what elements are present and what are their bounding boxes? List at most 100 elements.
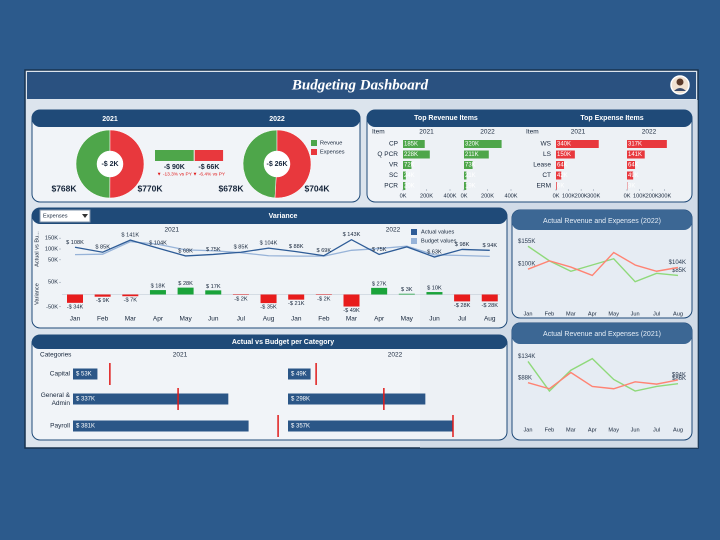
- legend-swatch: [311, 149, 317, 155]
- bar-value-label: 185K: [404, 142, 418, 148]
- variance-bar: [288, 294, 305, 300]
- data-label: -$ 2K: [317, 296, 331, 302]
- category-label: Q PCR: [377, 151, 398, 158]
- title-bar: [27, 72, 696, 99]
- panel-header: [512, 323, 692, 344]
- y-tick-label: 100K: [45, 246, 58, 252]
- bar-value-label: 73K: [465, 163, 476, 169]
- data-label: -$ 49K: [343, 308, 360, 314]
- category-label: CP: [389, 141, 398, 148]
- x-tick-label: Mar: [566, 311, 576, 317]
- bar: [288, 368, 311, 380]
- bar-value-label: 317K: [628, 142, 642, 148]
- x-tick-label: Mar: [566, 427, 576, 433]
- bar: [556, 182, 557, 190]
- category-label: LS: [543, 151, 552, 158]
- data-label: $ 143K: [343, 232, 361, 238]
- variance-bar: [454, 294, 471, 302]
- bar-value-label: $ 337K: [76, 397, 95, 403]
- x-tick-label: 300K: [587, 193, 600, 199]
- variance-bar: [343, 294, 360, 307]
- variance-bar: [481, 294, 498, 302]
- x-tick-label: May: [608, 311, 619, 317]
- x-tick-label: 100K: [633, 193, 646, 199]
- bar: [627, 161, 636, 169]
- category-header: Item: [526, 129, 539, 136]
- category-label: Lease: [533, 162, 551, 169]
- comparison-note: ▼ -6.4% vs PY: [193, 171, 226, 177]
- x-tick-label: Jun: [631, 311, 640, 317]
- x-tick-label: May: [401, 316, 414, 323]
- category-label: WS: [541, 141, 552, 148]
- donut-value-label: $770K: [137, 183, 163, 193]
- variance-bar: [177, 287, 194, 295]
- bar: [464, 140, 502, 148]
- x-tick-label: Feb: [545, 311, 555, 317]
- panel-header: [32, 110, 360, 127]
- bar: [556, 150, 575, 159]
- y2-tick-label: 50K: [48, 280, 58, 286]
- x-tick-label: 200K: [481, 193, 494, 199]
- x-tick-label: Jul: [653, 427, 660, 433]
- x-tick-label: 0K: [461, 193, 468, 199]
- line: [527, 251, 679, 277]
- legend-label: Actual values: [421, 229, 454, 235]
- line: [527, 371, 679, 390]
- category-label: ERM: [537, 183, 551, 190]
- bar: [464, 182, 467, 190]
- data-label: $ 108K: [66, 240, 84, 246]
- bar-value-label: 42K: [557, 173, 568, 179]
- filter-value: Expenses: [43, 213, 68, 219]
- group-label: 2021: [165, 227, 180, 234]
- line: [74, 238, 490, 258]
- data-label: $100K: [518, 262, 535, 268]
- x-tick-label: Jun: [429, 316, 440, 323]
- bar: [403, 182, 406, 190]
- bar: [464, 161, 473, 169]
- series-header: 2021: [571, 129, 586, 136]
- legend-swatch: [411, 238, 417, 244]
- series-header: 2022: [642, 129, 657, 136]
- bar: [288, 420, 453, 432]
- data-label: $ 88K: [289, 244, 304, 250]
- filter-dropdown[interactable]: [39, 209, 91, 223]
- chart-title: Actual vs Budget per Category: [232, 339, 334, 346]
- x-tick-label: Jul: [458, 316, 467, 323]
- bar-value-label: 49K: [628, 173, 639, 179]
- data-label: $ 69K: [317, 248, 332, 254]
- bar: [464, 171, 467, 180]
- bar-value-label: 228K: [404, 152, 418, 158]
- data-label: $ 85K: [95, 245, 110, 251]
- variance-bar: [205, 290, 222, 295]
- donut-slice: [75, 129, 111, 199]
- donut-center-label: -$ 2K: [101, 161, 118, 168]
- x-tick-label: 200K: [646, 193, 659, 199]
- x-tick-label: Jan: [523, 311, 532, 317]
- x-tick-label: Apr: [588, 311, 597, 317]
- bar-value-label: 20K: [404, 184, 415, 190]
- chart-title: Top Revenue Items: [414, 115, 478, 122]
- bar-value-label: $ 381K: [76, 424, 95, 430]
- data-label: $ 75K: [372, 247, 387, 253]
- data-label: $ 141K: [121, 233, 139, 239]
- panel-header: [512, 210, 692, 230]
- bar: [556, 161, 565, 169]
- bar: [556, 140, 599, 148]
- bar: [403, 140, 425, 148]
- bar: [556, 171, 562, 180]
- x-tick-label: Jul: [237, 316, 246, 323]
- bar-value-label: $ 357K: [291, 424, 310, 430]
- data-label: $ 3K: [401, 287, 413, 293]
- bar-value-label: 340K: [557, 142, 571, 148]
- panel-header: [367, 110, 692, 127]
- x-tick-label: Mar: [346, 316, 358, 323]
- comparison-bar: [155, 150, 194, 161]
- data-label: -$ 2K: [234, 296, 248, 302]
- data-label: $ 98K: [455, 242, 470, 248]
- data-label: $ 63K: [427, 250, 442, 256]
- x-tick-label: Apr: [153, 316, 164, 323]
- series-header: 2021: [173, 352, 188, 359]
- y2-axis-label: Variance: [34, 283, 40, 305]
